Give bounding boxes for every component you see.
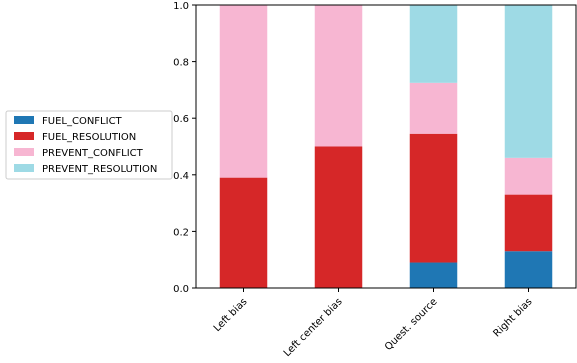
x-tick-label: Right bias: [491, 296, 534, 339]
x-tick-label: Quest. source: [383, 296, 440, 353]
bar-prevent-conflict-1: [314, 5, 363, 147]
legend-swatch: [14, 116, 34, 124]
bar-prevent-resolution-3: [504, 5, 553, 158]
bar-fuel-resolution-0: [219, 177, 268, 288]
y-tick-label: 0.4: [173, 171, 189, 182]
y-tick-label: 0.2: [173, 227, 189, 238]
y-tick-label: 1.0: [173, 1, 189, 12]
bar-fuel-conflict-3: [504, 251, 553, 288]
legend-label: FUEL_CONFLICT: [42, 116, 123, 127]
x-tick-label: Left center bias: [282, 296, 345, 359]
legend-label: FUEL_RESOLUTION: [42, 132, 136, 143]
bars-layer: [219, 5, 553, 288]
bar-fuel-conflict-2: [409, 262, 458, 288]
bar-prevent-conflict-2: [409, 82, 458, 134]
bar-prevent-conflict-0: [219, 5, 268, 178]
bar-fuel-resolution-3: [504, 194, 553, 252]
x-tick-label: Left bias: [212, 296, 250, 334]
legend-swatch: [14, 132, 34, 140]
legend-swatch: [14, 164, 34, 172]
legend-swatch: [14, 148, 34, 156]
bar-fuel-resolution-2: [409, 133, 458, 263]
y-tick-label: 0.8: [173, 58, 189, 69]
legend-label: PREVENT_RESOLUTION: [42, 164, 157, 175]
legend-label: PREVENT_CONFLICT: [42, 148, 144, 159]
bar-prevent-conflict-3: [504, 157, 553, 195]
x-axis: Left bias Left center bias Quest. source Ri…: [212, 288, 535, 359]
bar-fuel-resolution-1: [314, 146, 363, 288]
y-tick-label: 0.0: [173, 284, 189, 295]
legend: FUEL_CONFLICT FUEL_RESOLUTION PREVENT_CONF…: [5, 110, 173, 180]
y-tick-label: 0.6: [173, 114, 189, 125]
plot-frame: [195, 4, 577, 289]
y-axis: 0.0 0.2 0.4 0.6 0.8 1.0: [173, 1, 196, 295]
legend-box: [5, 110, 173, 180]
bar-prevent-resolution-2: [409, 5, 458, 83]
